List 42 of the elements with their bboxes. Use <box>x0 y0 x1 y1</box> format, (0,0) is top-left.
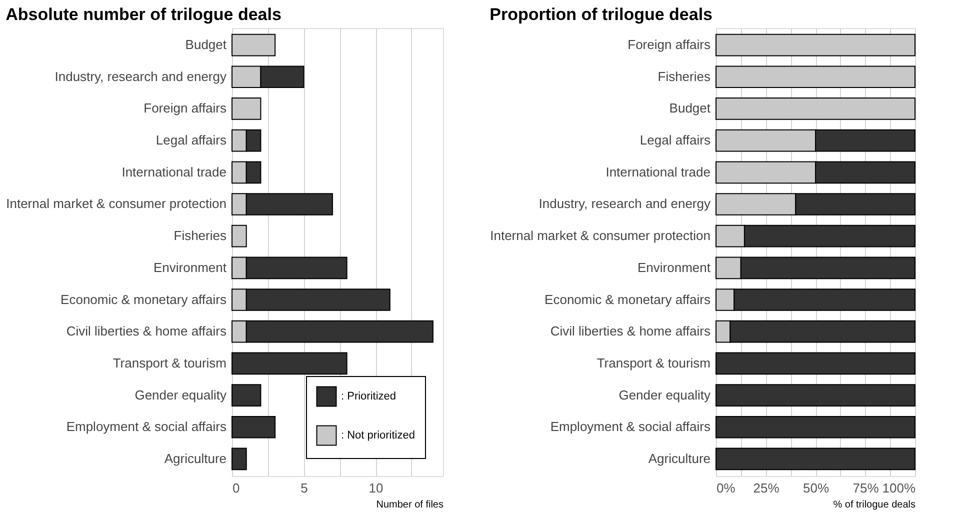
x-tick-label: 100% <box>882 480 916 496</box>
y-tick-label: Legal affairs <box>156 132 227 148</box>
y-tick-label: Economic & monetary affairs <box>544 292 711 307</box>
y-tick-label: Industry, research and energy <box>538 196 711 212</box>
x-tick-label: 5 <box>300 480 308 496</box>
y-tick-label: Legal affairs <box>640 132 711 148</box>
y-tick-label: Employment & social affairs <box>66 419 227 434</box>
y-tick-label: International trade <box>606 164 710 180</box>
y-tick-label: Economic & monetary affairs <box>60 292 227 307</box>
y-tick-label: Gender equality <box>134 387 227 402</box>
x-tick-label: 0% <box>716 480 736 496</box>
y-tick-label: Environment <box>154 260 227 275</box>
y-tick-label: Foreign affairs <box>628 37 711 52</box>
y-tick-label: Employment & social affairs <box>550 419 711 434</box>
y-tick-label: Internal market & consumer protection <box>6 196 226 212</box>
y-tick-label: Internal market & consumer protection <box>490 228 710 244</box>
y-tick-label: Budget <box>669 100 711 116</box>
x-axis-title: Number of files <box>376 500 444 510</box>
x-tick-label: 75% <box>852 480 880 496</box>
y-tick-label: Agriculture <box>164 450 226 466</box>
x-axis-title: % of trilogue deals <box>833 500 916 510</box>
y-tick-label: Environment <box>638 260 711 275</box>
y-tick-label: Industry, research and energy <box>54 68 227 84</box>
x-tick-label: 25% <box>753 480 780 496</box>
legend-label: : Not prioritized <box>341 430 415 442</box>
y-tick-label: Transport & tourism <box>112 355 226 370</box>
y-tick-label: Budget <box>185 37 227 52</box>
chart-title: Proportion of trilogue deals <box>490 5 713 24</box>
y-tick-label: Foreign affairs <box>144 100 227 116</box>
legend-label: : Prioritized <box>341 390 396 402</box>
y-tick-label: Transport & tourism <box>596 355 710 370</box>
y-tick-label: Gender equality <box>618 387 711 402</box>
y-tick-label: Fisheries <box>174 228 227 244</box>
x-tick-label: 50% <box>802 480 830 496</box>
chart-title: Absolute number of trilogue deals <box>6 5 282 24</box>
y-tick-label: Fisheries <box>658 68 711 84</box>
y-tick-label: International trade <box>122 164 226 180</box>
x-tick-label: 10 <box>368 480 384 496</box>
y-tick-label: Civil liberties & home affairs <box>66 324 227 339</box>
y-tick-label: Agriculture <box>648 450 710 466</box>
x-tick-label: 0 <box>232 480 240 496</box>
y-tick-label: Civil liberties & home affairs <box>550 324 711 339</box>
